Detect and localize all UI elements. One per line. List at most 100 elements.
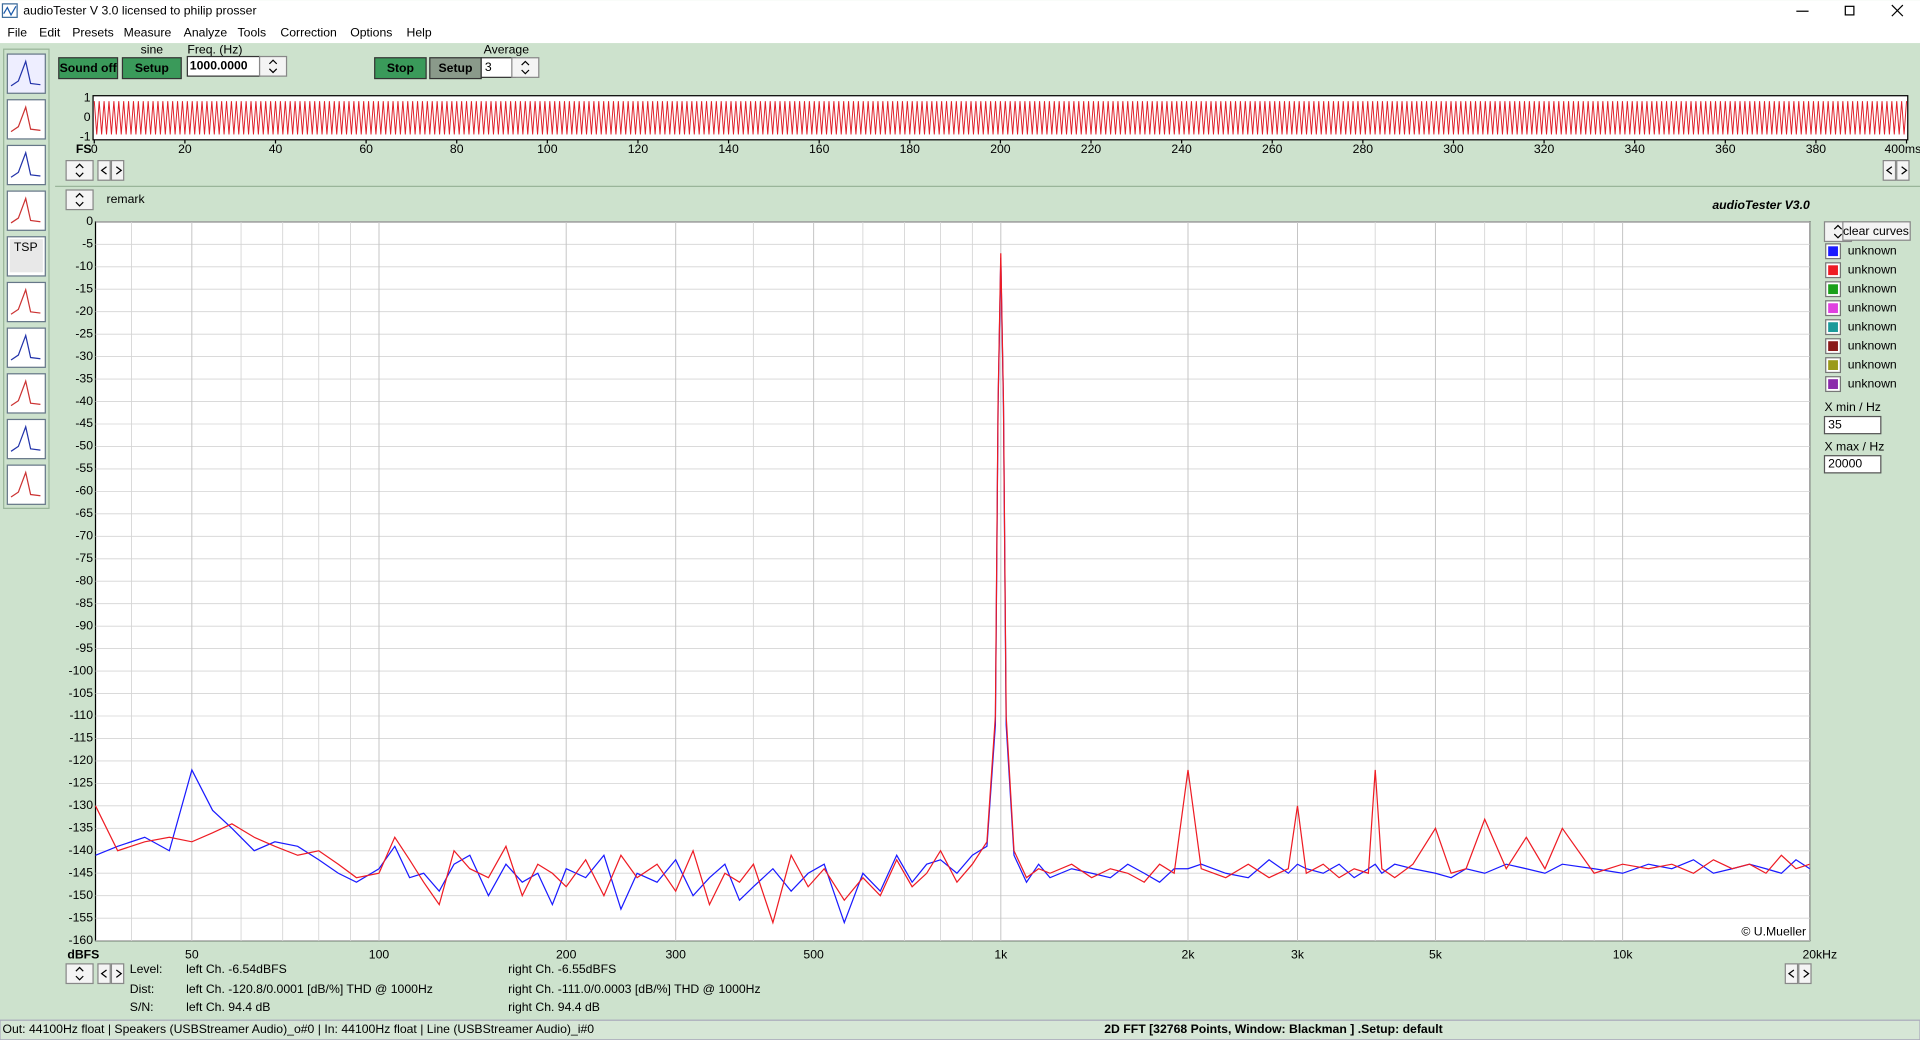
- spin-arrows: [100, 969, 123, 978]
- button[interactable]: [121, 57, 182, 80]
- restore-button[interactable]: [1844, 5, 1855, 16]
- x-tick-label: 3k: [1291, 948, 1305, 962]
- spin-right[interactable]: [110, 963, 125, 985]
- tool-icon: [10, 287, 41, 315]
- tool-button[interactable]: [6, 281, 46, 323]
- sine-label: sine: [141, 43, 164, 57]
- menu-item[interactable]: Tools: [238, 25, 267, 39]
- legend-entry: unknown: [1848, 357, 1897, 371]
- spin-right[interactable]: [1798, 963, 1812, 985]
- scope-x-tick-label: 160: [809, 142, 830, 156]
- scope-x-tick-label: 240: [1171, 142, 1192, 156]
- tool-button[interactable]: [6, 99, 46, 140]
- tool-button[interactable]: [6, 144, 46, 186]
- clear-curves-button[interactable]: [1842, 221, 1911, 241]
- tool-button[interactable]: [6, 373, 46, 414]
- tool-icon: [10, 470, 41, 498]
- button-label: Sound off: [60, 61, 118, 75]
- tool-button[interactable]: [6, 327, 46, 368]
- spin-left[interactable]: [1784, 963, 1799, 985]
- y-tick-label: -50: [75, 439, 93, 453]
- legend-entry: unknown: [1848, 376, 1897, 390]
- scope-x-tick-label: 60: [359, 142, 373, 156]
- spin-right[interactable]: [110, 160, 125, 181]
- legend-color: [1828, 322, 1838, 333]
- window-title: audioTester V 3.0 licensed to philip pro…: [23, 3, 256, 17]
- button-label: Setup: [135, 61, 169, 75]
- legend-entry: unknown: [1848, 300, 1897, 314]
- close-button[interactable]: [1891, 4, 1904, 17]
- scope-x-tick-label: 140: [718, 142, 739, 156]
- spin-box[interactable]: [65, 160, 94, 181]
- menu-item[interactable]: Correction: [280, 25, 337, 39]
- info-left: left Ch. -120.8/0.0001 [dB/%] THD @ 1000…: [186, 982, 433, 996]
- x-tick-label: 50: [185, 948, 199, 962]
- x-tick-label: 10k: [1613, 948, 1634, 962]
- scope-x-tick-label: 20: [178, 142, 192, 156]
- x-tick-label: 300: [665, 948, 686, 962]
- xmin-value: 35: [1828, 417, 1842, 431]
- tool-button[interactable]: [6, 464, 46, 505]
- scope-fs-label: FS: [76, 142, 92, 156]
- y-tick-label: -20: [75, 304, 93, 318]
- y-tick-label: -105: [69, 686, 94, 700]
- menu-item[interactable]: Edit: [39, 25, 61, 39]
- y-tick-label: 0: [86, 214, 93, 228]
- xmax-input[interactable]: [1823, 455, 1882, 474]
- y-tick-label: -140: [69, 843, 94, 857]
- scope-x-tick-label: 300: [1443, 142, 1464, 156]
- scope-x-tick-label: 340: [1624, 142, 1645, 156]
- info-label: S/N:: [130, 1000, 154, 1014]
- spin-box[interactable]: [65, 189, 94, 211]
- tool-button[interactable]: [6, 418, 46, 460]
- xmin-input[interactable]: [1823, 415, 1882, 435]
- menu-item[interactable]: Analyze: [184, 25, 228, 39]
- x-tick-label: 2k: [1182, 948, 1196, 962]
- tool-button[interactable]: [6, 190, 46, 231]
- spin-left[interactable]: [1882, 160, 1897, 181]
- y-tick-label: -130: [69, 798, 94, 812]
- button-label: Setup: [439, 61, 473, 75]
- spin-box[interactable]: [511, 57, 540, 78]
- info-label: Level:: [130, 962, 163, 976]
- spin-left[interactable]: [97, 963, 111, 985]
- button-label: Stop: [387, 61, 414, 75]
- menu-item[interactable]: File: [7, 25, 27, 39]
- menu-item[interactable]: Help: [407, 25, 432, 39]
- legend-color: [1828, 284, 1838, 295]
- tool-button[interactable]: [6, 53, 46, 94]
- legend-color: [1828, 246, 1838, 257]
- button[interactable]: [58, 57, 119, 80]
- spin-left[interactable]: [97, 160, 111, 181]
- menu-item[interactable]: Options: [350, 25, 392, 39]
- spin-box[interactable]: [65, 963, 94, 985]
- y-tick-label: -70: [75, 529, 93, 543]
- y-tick-label: -145: [69, 865, 94, 879]
- y-tick-label: -15: [75, 281, 93, 295]
- y-tick-label: -75: [75, 551, 93, 565]
- scope-y-tick-label: 0: [84, 110, 91, 124]
- x-tick-label: 5k: [1429, 948, 1443, 962]
- y-tick-label: -80: [75, 573, 93, 587]
- menu-item[interactable]: Presets: [72, 25, 113, 39]
- info-right: right Ch. -111.0/0.0003 [dB/%] THD @ 100…: [508, 982, 760, 996]
- xmax-value: 20000: [1828, 457, 1862, 471]
- spin-arrows: [1833, 224, 1843, 239]
- xmin-label: X min / Hz: [1824, 400, 1880, 414]
- y-tick-label: -135: [69, 821, 94, 835]
- menu-item[interactable]: Measure: [124, 25, 172, 39]
- button[interactable]: [374, 57, 427, 80]
- legend-color: [1828, 379, 1838, 389]
- legend-color: [1828, 265, 1838, 276]
- y-axis-label: dBFS: [67, 948, 99, 962]
- y-tick-label: -115: [69, 731, 93, 745]
- spin-right[interactable]: [1896, 160, 1910, 181]
- spin-box[interactable]: [258, 55, 288, 77]
- info-right: right Ch. 94.4 dB: [508, 1000, 600, 1014]
- y-tick-label: -40: [75, 394, 93, 408]
- scope-x-tick-label: 120: [628, 142, 649, 156]
- remark: remark: [107, 192, 146, 206]
- y-tick-label: -95: [75, 641, 93, 655]
